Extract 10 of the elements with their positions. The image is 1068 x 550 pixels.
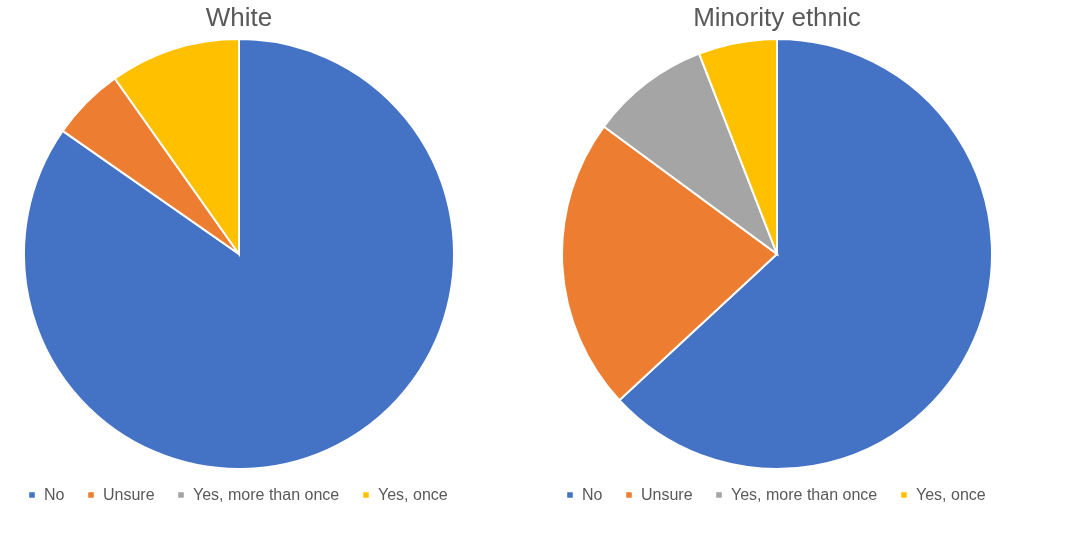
legend-label: Yes, more than once — [193, 486, 340, 503]
legend-label: Unsure — [103, 486, 155, 503]
chart-title: Minority ethnic — [693, 2, 861, 32]
chart-title: White — [205, 2, 273, 32]
legend-label: Unsure — [641, 486, 693, 503]
legend-label: Yes, once — [378, 486, 448, 503]
legend-label: Yes, more than once — [731, 486, 878, 503]
legend-label: No — [44, 486, 65, 503]
legend-label: No — [582, 486, 603, 503]
legend-label: Yes, once — [916, 486, 986, 503]
